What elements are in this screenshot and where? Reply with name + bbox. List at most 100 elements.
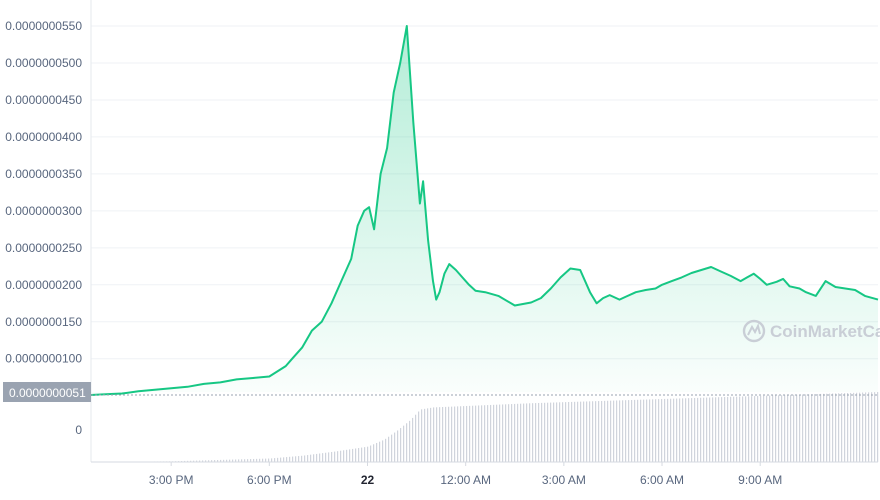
current-price-badge: 0.0000000051 [3,382,91,402]
volume-bar [595,401,597,462]
volume-bar [478,405,480,462]
y-tick-label: 0.0000000300 [5,204,82,218]
y-tick-label: 0.0000000500 [5,56,82,70]
volume-bar [763,395,765,462]
price-area [91,26,878,395]
volume-bar [568,402,570,462]
volume-bar [592,401,594,462]
volume-bar [547,402,549,462]
watermark-text: CoinMarketCap [770,322,880,341]
volume-bar [673,398,675,462]
volume-bar [709,397,711,462]
volume-bar [550,402,552,462]
volume-bar [460,406,462,462]
volume-bar [829,393,831,462]
volume-bar [781,395,783,462]
volume-bar [664,398,666,462]
volume-bar [253,458,255,462]
volume-bar [598,401,600,462]
volume-bar [472,405,474,462]
volume-bar [553,402,555,462]
volume-bar [796,394,798,462]
volume-bar [334,451,336,462]
volume-bar [574,401,576,462]
volume-bar [835,393,837,462]
volume-bar [277,457,279,462]
volume-bar [877,392,879,462]
volume-bar [748,396,750,462]
volume-bar [844,393,846,462]
volume-bar [583,401,585,462]
current-price-label: 0.0000000051 [9,386,86,400]
volume-bar [859,392,861,462]
volume-bar [391,434,393,462]
volume-bar [805,394,807,462]
volume-bar [841,393,843,462]
volume-bar [484,405,486,462]
y-tick-label: 0.0000000350 [5,167,82,181]
volume-bar [424,408,426,462]
x-tick-label: 6:00 PM [247,473,292,487]
volume-bar [565,402,567,462]
volume-bar [643,399,645,462]
volume-bar [280,457,282,462]
volume-bar [607,400,609,462]
price-area-fill [91,26,878,395]
volume-bar [808,394,810,462]
volume-bar [745,396,747,462]
volume-bar [535,403,537,462]
volume-bar [448,406,450,462]
volume-bar [292,456,294,462]
volume-bar [538,402,540,462]
volume-bar [322,453,324,462]
volume-bar [409,420,411,462]
volume-bar [262,458,264,462]
volume-bar [223,459,225,462]
x-tick-label: 3:00 AM [542,473,586,487]
volume-bar [541,402,543,462]
volume-bar [442,407,444,462]
volume-bar [694,397,696,462]
volume-bar [517,403,519,462]
volume-bar [301,455,303,462]
volume-bar [352,448,354,462]
volume-bar [430,407,432,462]
x-tick-label: 22 [361,473,375,487]
volume-bar [421,409,423,462]
volume-bar [307,455,309,462]
volume-bar [340,450,342,462]
coinmarketcap-logo-icon [742,319,766,343]
volume-bar [217,459,219,462]
volume-bar [580,401,582,462]
volume-bar [220,459,222,462]
volume-bar [661,399,663,462]
volume-bar [727,396,729,462]
volume-bar [226,459,228,462]
volume-bar [817,394,819,462]
volume-bar [286,457,288,462]
volume-bar [190,460,192,462]
volume-bar [682,398,684,462]
volume-bar [856,392,858,462]
volume-bar [685,398,687,462]
volume-bar [316,453,318,462]
volume-bar [706,397,708,462]
volume-bar [514,403,516,462]
volume-bar [367,446,369,462]
volume-bar [481,405,483,462]
volume-bar [871,392,873,462]
volume-bar [271,458,273,462]
volume-bar [244,459,246,462]
volume-bar [667,398,669,462]
volume-bar [229,459,231,462]
volume-bar [475,405,477,462]
volume-bar [499,404,501,462]
volume-bar [436,407,438,462]
volume-bar [268,458,270,462]
volume-bar [205,460,207,462]
y-tick-label: 0.0000000100 [5,352,82,366]
volume-bar [415,414,417,462]
volume-bar [508,404,510,462]
volume-bar [631,399,633,462]
volume-bar [628,400,630,462]
